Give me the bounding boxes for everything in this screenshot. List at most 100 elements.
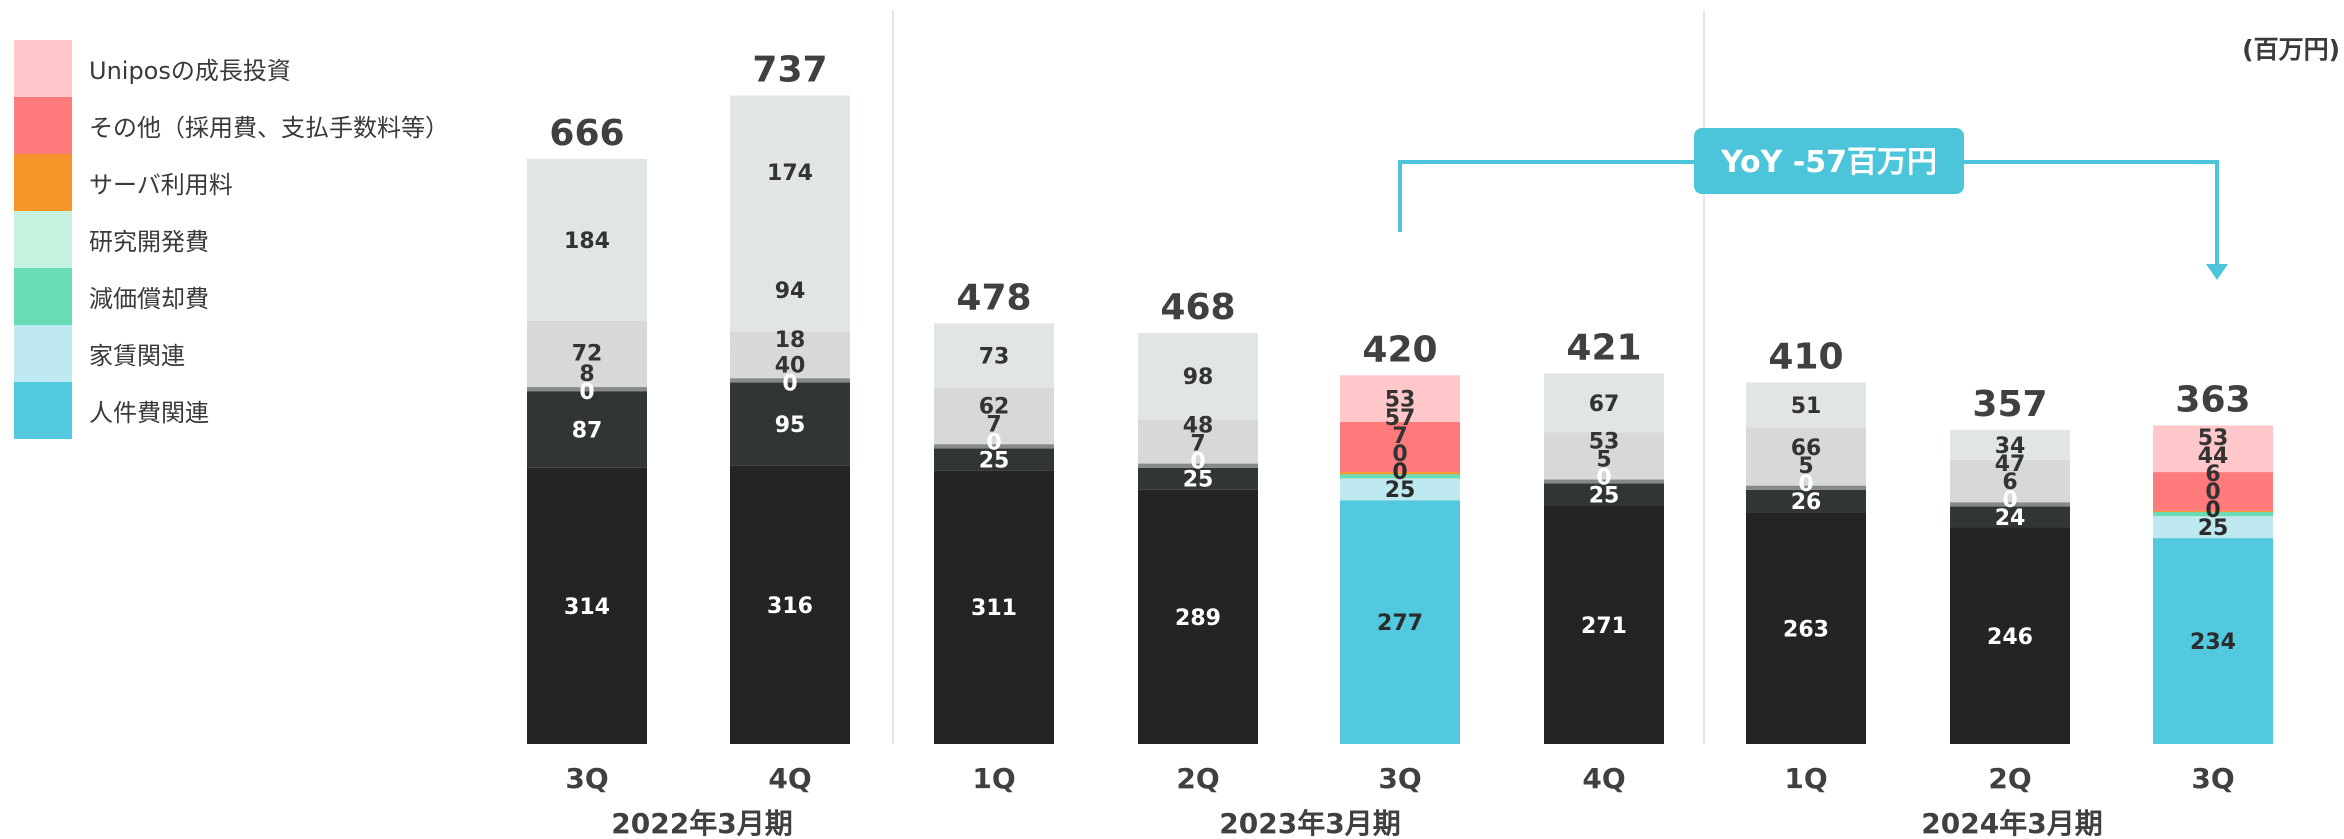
- total-label: 468: [1160, 287, 1235, 328]
- bar-segment-server: [934, 387, 1054, 443]
- bar-segment-yachin: [1340, 478, 1460, 501]
- data-label: 314: [564, 595, 610, 620]
- legend-item: 家賃関連: [14, 325, 449, 382]
- data-label: 5: [1798, 454, 1813, 479]
- data-label: 26: [1791, 490, 1822, 515]
- x-tick-label: 4Q: [768, 762, 811, 795]
- data-label: 66: [1791, 436, 1822, 461]
- x-tick-label: 1Q: [972, 762, 1015, 795]
- x-tick-label: 4Q: [1582, 762, 1625, 795]
- legend-label: Uniposの成長投資: [89, 57, 291, 85]
- data-label: 53: [2198, 426, 2229, 451]
- data-label: 0: [2205, 480, 2220, 505]
- bar-segment-other: [1544, 373, 1664, 433]
- legend-swatch: [14, 154, 72, 211]
- bar-segment-server: [1950, 459, 2070, 502]
- legend-swatch: [14, 325, 72, 382]
- bar-segment-jinken: [730, 465, 850, 744]
- legend-label: 家賃関連: [89, 342, 185, 370]
- bar-segment-kenkyu: [730, 347, 850, 383]
- data-label: 25: [1589, 484, 1620, 509]
- data-label: 0: [782, 371, 797, 396]
- bar-segment-other: [730, 248, 850, 332]
- data-label: 87: [572, 418, 603, 443]
- data-label: 6: [2002, 470, 2017, 495]
- yoy-badge: [1694, 128, 1964, 194]
- bar-segment-jinken: [934, 470, 1054, 744]
- legend-item: 研究開発費: [14, 211, 449, 268]
- data-label: 98: [1183, 365, 1214, 390]
- data-label: 25: [2198, 516, 2229, 541]
- legend: Uniposの成長投資 その他（採用費、支払手数料等） サーバ利用料 研究開発費 減価償…: [14, 40, 449, 439]
- group-label: 2024年3月期: [1921, 807, 2102, 839]
- data-label: 0: [1798, 472, 1813, 497]
- bar-segment-sliver: [934, 444, 1054, 449]
- data-label: 7: [1392, 424, 1407, 449]
- data-label: 53: [1385, 388, 1416, 413]
- bar-segment-yachin: [1138, 467, 1258, 490]
- bar-segment-yachin: [1746, 489, 1866, 513]
- legend-swatch: [14, 382, 72, 439]
- data-label: 271: [1581, 614, 1627, 639]
- data-label: 53: [1589, 430, 1620, 455]
- data-label: 174: [767, 161, 813, 186]
- data-label: 0: [1190, 450, 1205, 475]
- legend-item: サーバ利用料: [14, 154, 449, 211]
- bar-segment-other: [934, 323, 1054, 388]
- data-label: 72: [572, 341, 603, 366]
- data-label: 67: [1589, 392, 1620, 417]
- data-label: 5: [1596, 448, 1611, 473]
- data-label: 48: [1183, 414, 1214, 439]
- legend-label: 減価償却費: [89, 285, 209, 313]
- total-label: 410: [1768, 336, 1843, 377]
- bar-segment-other: [1340, 421, 1460, 473]
- yoy-label: YoY -57百万円: [1720, 145, 1937, 180]
- data-label: 44: [2198, 444, 2229, 469]
- bar-segment-sliver: [730, 378, 850, 383]
- x-tick-label: 2Q: [1176, 762, 1219, 795]
- data-label: 73: [979, 344, 1010, 369]
- data-label: 51: [1791, 394, 1822, 419]
- bar-segment-unipos: [730, 95, 850, 249]
- legend-label: 研究開発費: [89, 228, 209, 256]
- x-tick-label: 3Q: [1378, 762, 1421, 795]
- bar-segment-sliver: [1544, 479, 1664, 484]
- data-label: 184: [564, 229, 610, 254]
- yoy-arrowhead: [2206, 264, 2228, 280]
- bar-segment-other: [1950, 429, 2070, 460]
- legend-label: 人件費関連: [89, 399, 209, 427]
- data-label: 25: [1183, 468, 1214, 493]
- bar-segment-sliver: [527, 387, 647, 392]
- legend-swatch: [14, 268, 72, 325]
- bar-segment-unipos: [2153, 425, 2273, 473]
- data-label: 0: [1392, 460, 1407, 485]
- data-label: 34: [1995, 434, 2026, 459]
- data-label: 0: [986, 430, 1001, 455]
- total-label: 357: [1972, 384, 2047, 425]
- data-label: 246: [1987, 625, 2033, 650]
- bar-segment-other: [2153, 472, 2273, 511]
- bar-segment-jinken: [1746, 512, 1866, 744]
- legend-swatch: [14, 211, 72, 268]
- bar-segment-server: [1138, 419, 1258, 462]
- data-label: 18: [775, 328, 806, 353]
- total-label: 666: [549, 113, 624, 154]
- bar-segment-yachin: [2153, 516, 2273, 539]
- data-label: 47: [1995, 452, 2026, 477]
- bar-segment-other: [1746, 382, 1866, 428]
- bar-segment-sliver: [1746, 485, 1866, 490]
- data-label: 0: [2205, 498, 2220, 523]
- bar-segment-server: [730, 331, 850, 348]
- bar-segment-other: [1138, 333, 1258, 420]
- legend-item: 人件費関連: [14, 382, 449, 439]
- bar-segment-yachin: [1950, 506, 2070, 528]
- legend-swatch: [14, 97, 72, 154]
- x-tick-label: 3Q: [565, 762, 608, 795]
- bar-segment-unipos: [1340, 375, 1460, 422]
- bar-segment-other: [527, 158, 647, 321]
- data-label: 7: [1190, 432, 1205, 457]
- bar-segment-server: [527, 320, 647, 385]
- data-label: 234: [2190, 630, 2236, 655]
- data-label: 94: [775, 279, 806, 304]
